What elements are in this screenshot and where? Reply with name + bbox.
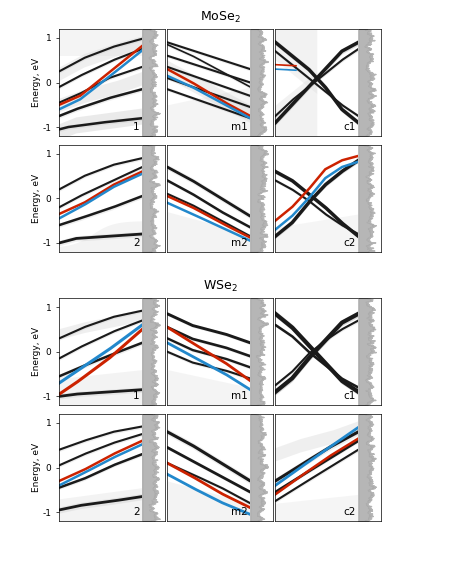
Text: c2: c2 [344,507,356,517]
Y-axis label: Energy, eV: Energy, eV [32,327,41,376]
Text: MoSe$_2$: MoSe$_2$ [200,9,241,25]
Text: m2: m2 [231,237,248,248]
Text: m1: m1 [231,391,248,401]
Text: 2: 2 [133,507,140,517]
Y-axis label: Energy, eV: Energy, eV [32,174,41,223]
Text: 1: 1 [133,122,140,132]
Text: WSe$_2$: WSe$_2$ [203,278,237,294]
Y-axis label: Energy, eV: Energy, eV [32,58,41,107]
Text: 2: 2 [133,237,140,248]
Y-axis label: Energy, eV: Energy, eV [32,443,41,492]
Text: 1: 1 [133,391,140,401]
Text: m2: m2 [231,507,248,517]
Text: c1: c1 [344,391,356,401]
Text: c1: c1 [344,122,356,132]
Text: m1: m1 [231,122,248,132]
Text: c2: c2 [344,237,356,248]
